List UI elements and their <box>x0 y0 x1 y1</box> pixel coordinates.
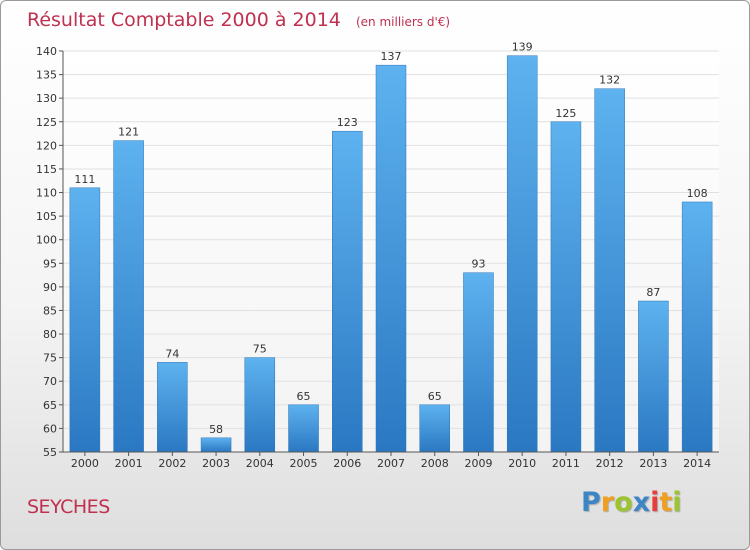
bar <box>638 300 669 453</box>
bar-value-label: 137 <box>381 50 402 63</box>
y-tick-label: 80 <box>43 328 57 341</box>
bar-value-label: 123 <box>337 116 358 129</box>
x-tick-label: 2006 <box>333 457 361 470</box>
bar <box>506 55 538 453</box>
bar-value-label: 132 <box>599 74 620 87</box>
bar-value-label: 58 <box>209 423 223 436</box>
y-tick-label: 140 <box>36 45 57 58</box>
bar-value-label: 74 <box>165 347 179 360</box>
y-tick-label: 125 <box>36 116 57 129</box>
y-tick-label: 55 <box>43 446 57 459</box>
logo-letter: t <box>659 487 673 518</box>
place-name: SEYCHES <box>27 496 110 518</box>
x-tick-label: 2009 <box>464 457 492 470</box>
bar-value-label: 87 <box>646 286 660 299</box>
bar-value-label: 111 <box>74 173 95 186</box>
x-tick-label: 2004 <box>246 457 274 470</box>
bar-value-label: 125 <box>555 107 576 120</box>
y-tick-label: 60 <box>43 422 57 435</box>
y-tick-label: 70 <box>43 375 57 388</box>
title-row: Résultat Comptable 2000 à 2014 (en milli… <box>27 9 450 31</box>
x-tick-label: 2002 <box>158 457 186 470</box>
logo-letter: P <box>581 487 601 518</box>
x-tick-label: 2011 <box>552 457 580 470</box>
bar-value-label: 65 <box>428 390 442 403</box>
bar <box>332 130 363 453</box>
y-tick-label: 100 <box>36 234 57 247</box>
x-tick-label: 2003 <box>202 457 230 470</box>
y-tick-label: 135 <box>36 69 57 82</box>
bar <box>550 121 582 453</box>
x-tick-label: 2013 <box>639 457 667 470</box>
chart-title: Résultat Comptable 2000 à 2014 <box>27 9 341 31</box>
proxiti-logo: Proxiti <box>581 487 682 518</box>
bar-value-label: 93 <box>471 258 485 271</box>
bar <box>157 362 188 453</box>
bar-value-label: 139 <box>512 41 533 54</box>
logo-letter: i <box>650 487 660 518</box>
bar <box>244 357 276 453</box>
bar <box>681 201 713 453</box>
y-tick-label: 130 <box>36 92 57 105</box>
y-tick-label: 95 <box>43 257 57 270</box>
bar <box>69 187 101 453</box>
x-tick-label: 2012 <box>596 457 624 470</box>
x-tick-label: 2007 <box>377 457 405 470</box>
y-tick-label: 85 <box>43 304 57 317</box>
y-tick-label: 110 <box>36 187 57 200</box>
bar <box>419 404 450 453</box>
bar <box>200 437 232 453</box>
logo-letter: i <box>672 487 682 518</box>
y-tick-label: 75 <box>43 352 57 365</box>
y-tick-label: 105 <box>36 210 57 223</box>
bar-value-label: 65 <box>297 390 311 403</box>
x-tick-label: 2010 <box>508 457 536 470</box>
bar <box>594 88 625 453</box>
x-tick-label: 2014 <box>683 457 711 470</box>
x-tick-label: 2000 <box>71 457 99 470</box>
x-tick-label: 2005 <box>290 457 318 470</box>
bar-value-label: 108 <box>687 187 708 200</box>
logo-letter: o <box>614 487 633 518</box>
x-tick-label: 2001 <box>115 457 143 470</box>
y-tick-label: 115 <box>36 163 57 176</box>
bar-value-label: 121 <box>118 126 139 139</box>
bar <box>375 64 407 453</box>
logo-letter: x <box>632 487 651 518</box>
x-tick-label: 2008 <box>421 457 449 470</box>
bar-value-label: 75 <box>253 343 267 356</box>
y-tick-label: 120 <box>36 139 57 152</box>
bar <box>463 272 494 453</box>
chart-unit: (en milliers d'€) <box>355 15 451 29</box>
y-tick-label: 65 <box>43 399 57 412</box>
bar <box>288 404 319 453</box>
y-tick-label: 90 <box>43 281 57 294</box>
logo-letter: r <box>600 487 615 518</box>
bar <box>113 140 144 453</box>
